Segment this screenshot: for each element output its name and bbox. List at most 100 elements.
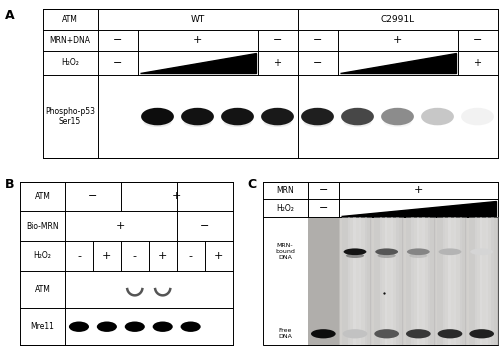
- Text: MRN: MRN: [276, 186, 294, 195]
- Bar: [385, 217, 393, 345]
- Text: −: −: [313, 58, 322, 68]
- Ellipse shape: [341, 108, 374, 125]
- Ellipse shape: [69, 321, 89, 332]
- Text: −: −: [113, 58, 122, 68]
- Text: H₂O₂: H₂O₂: [34, 251, 52, 261]
- Bar: [486, 217, 494, 345]
- Text: B: B: [5, 178, 15, 191]
- Ellipse shape: [470, 329, 494, 339]
- Text: C2991L: C2991L: [380, 15, 414, 24]
- Bar: [342, 217, 350, 345]
- Bar: [359, 217, 367, 345]
- Text: -: -: [188, 251, 192, 261]
- Bar: [262, 182, 498, 345]
- Polygon shape: [341, 201, 496, 216]
- Ellipse shape: [304, 117, 332, 127]
- Ellipse shape: [180, 321, 201, 332]
- Text: −: −: [273, 35, 282, 45]
- Bar: [390, 217, 398, 345]
- Ellipse shape: [384, 117, 411, 127]
- Bar: [374, 217, 382, 345]
- Bar: [443, 217, 451, 345]
- Text: Bio-MRN: Bio-MRN: [26, 222, 59, 231]
- Ellipse shape: [374, 329, 399, 339]
- Text: +: +: [172, 192, 182, 201]
- Bar: [422, 217, 430, 345]
- Ellipse shape: [264, 117, 291, 127]
- Text: MRN+DNA: MRN+DNA: [50, 36, 90, 45]
- Text: −: −: [318, 203, 328, 213]
- Bar: [491, 217, 499, 345]
- Ellipse shape: [97, 321, 117, 332]
- Ellipse shape: [407, 248, 430, 255]
- Ellipse shape: [301, 108, 334, 125]
- Text: -: -: [133, 251, 137, 261]
- Text: +: +: [214, 251, 223, 261]
- Ellipse shape: [376, 248, 398, 255]
- Bar: [460, 217, 468, 345]
- Text: ATM: ATM: [34, 192, 50, 201]
- Bar: [340, 218, 370, 345]
- Text: +: +: [116, 221, 126, 231]
- Text: +: +: [193, 35, 202, 45]
- Ellipse shape: [152, 321, 173, 332]
- Ellipse shape: [344, 117, 371, 127]
- Text: −: −: [88, 192, 98, 201]
- Bar: [411, 217, 419, 345]
- Ellipse shape: [438, 248, 462, 255]
- Bar: [42, 9, 498, 158]
- Ellipse shape: [342, 329, 367, 339]
- Ellipse shape: [381, 108, 414, 125]
- Ellipse shape: [461, 108, 494, 125]
- Text: C: C: [248, 178, 256, 191]
- Bar: [372, 218, 402, 345]
- Bar: [308, 218, 338, 345]
- Text: H₂O₂: H₂O₂: [61, 58, 79, 67]
- Text: +: +: [274, 58, 281, 68]
- Bar: [380, 217, 388, 345]
- Ellipse shape: [224, 117, 252, 127]
- Ellipse shape: [261, 108, 294, 125]
- Ellipse shape: [221, 108, 254, 125]
- Bar: [364, 217, 372, 345]
- Text: Free
DNA: Free DNA: [278, 328, 292, 339]
- Text: A: A: [5, 9, 15, 22]
- Bar: [396, 217, 404, 345]
- Text: +: +: [393, 35, 402, 45]
- Bar: [474, 217, 482, 345]
- Text: −: −: [200, 221, 209, 231]
- Bar: [354, 217, 362, 345]
- Text: +: +: [414, 185, 423, 195]
- Text: ATM: ATM: [34, 285, 50, 294]
- Polygon shape: [140, 53, 256, 73]
- Polygon shape: [340, 53, 456, 73]
- Bar: [480, 217, 488, 345]
- Text: −: −: [113, 35, 122, 45]
- Ellipse shape: [421, 108, 454, 125]
- Text: Mre11: Mre11: [30, 322, 54, 331]
- Text: WT: WT: [190, 15, 204, 24]
- Ellipse shape: [346, 253, 364, 258]
- Bar: [434, 218, 466, 345]
- Bar: [20, 182, 233, 345]
- Text: +: +: [158, 251, 168, 261]
- Text: +: +: [102, 251, 112, 261]
- Bar: [308, 217, 498, 345]
- Ellipse shape: [144, 117, 172, 127]
- Text: −: −: [318, 185, 328, 195]
- Text: -: -: [77, 251, 81, 261]
- Bar: [406, 217, 413, 345]
- Text: ATM: ATM: [62, 15, 78, 24]
- Ellipse shape: [124, 321, 145, 332]
- Ellipse shape: [470, 248, 493, 255]
- Bar: [428, 217, 436, 345]
- Text: Phospho-p53
Ser15: Phospho-p53 Ser15: [45, 107, 95, 126]
- Bar: [448, 217, 456, 345]
- Text: MRN-
bound
DNA: MRN- bound DNA: [275, 244, 295, 260]
- Text: −: −: [473, 35, 482, 45]
- Ellipse shape: [344, 248, 366, 255]
- Bar: [454, 217, 462, 345]
- Ellipse shape: [311, 329, 336, 339]
- Bar: [348, 217, 356, 345]
- Bar: [466, 218, 497, 345]
